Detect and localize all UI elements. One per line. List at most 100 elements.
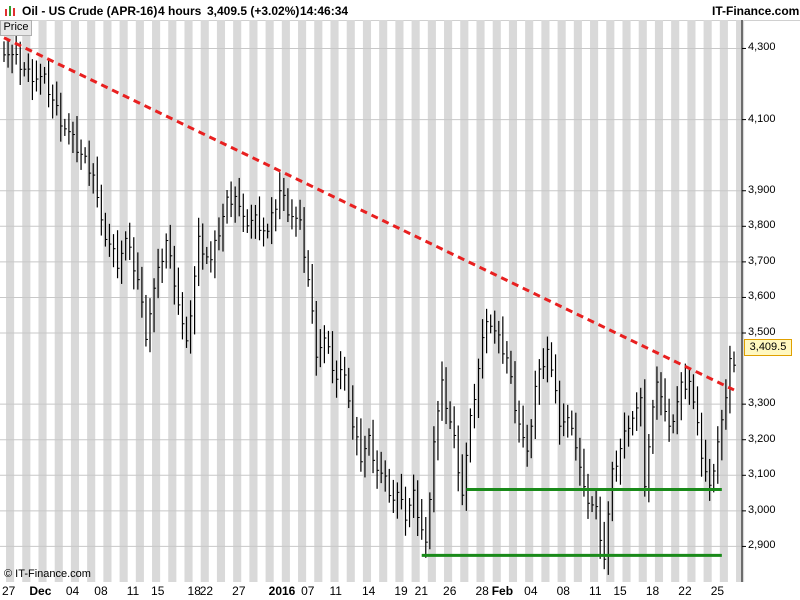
y-tick-label: 3,900: [748, 183, 776, 196]
day-band: [719, 20, 728, 582]
copyright: © IT-Finance.com: [4, 568, 91, 580]
x-tick-label: 22: [199, 584, 214, 598]
y-tick-label: 3,100: [748, 468, 776, 481]
x-tick-label: Dec: [29, 584, 52, 598]
day-band: [54, 20, 63, 582]
day-band: [6, 20, 15, 582]
y-tick-label: 2,900: [748, 539, 776, 552]
price-bars: [3, 36, 736, 575]
day-band: [362, 20, 372, 582]
day-band: [87, 20, 96, 582]
day-band: [590, 20, 599, 582]
day-band: [265, 20, 274, 582]
x-tick-label: 04: [524, 584, 538, 598]
instrument-icon: [5, 6, 15, 16]
day-band: [736, 20, 745, 582]
x-tick-label: 11: [329, 584, 342, 598]
grid-lines: [0, 47, 746, 547]
day-band: [444, 20, 453, 582]
day-band: [70, 20, 80, 582]
day-band: [314, 20, 323, 582]
day-band: [330, 20, 339, 582]
day-band: [38, 20, 47, 582]
day-band: [233, 20, 242, 582]
x-tick-label: 18: [645, 584, 660, 598]
day-band: [654, 20, 664, 582]
day-band: [200, 20, 209, 582]
y-tick-label: 3,700: [748, 254, 776, 267]
y-tick-label: 3,500: [748, 326, 776, 338]
x-tick-label: 28: [475, 584, 489, 598]
day-band: [541, 20, 550, 582]
x-tick-label: 15: [151, 584, 165, 598]
y-tick-label: 4,300: [748, 41, 776, 54]
x-tick-label: 19: [394, 584, 408, 598]
x-tick-label: 04: [65, 584, 80, 598]
price-tab[interactable]: Price: [0, 20, 32, 36]
day-band: [703, 20, 712, 582]
x-tick-label: 25: [710, 584, 725, 598]
day-band: [573, 20, 582, 582]
day-bands: [6, 20, 745, 582]
day-band: [508, 20, 518, 582]
day-band: [476, 20, 485, 582]
x-axis: 27 Dec 04 08 11 15 18 22 27 2016 07 11 14 19 21 26 28 Feb…: [0, 582, 800, 600]
day-band: [298, 20, 307, 582]
day-band: [671, 20, 680, 582]
day-band: [460, 20, 469, 582]
day-band: [427, 20, 436, 582]
x-tick-label: 27: [2, 584, 16, 598]
y-tick-label: 3,600: [748, 290, 776, 303]
day-band: [525, 20, 534, 582]
day-band: [168, 20, 177, 582]
day-band: [103, 20, 112, 582]
x-tick-label: 2016: [268, 584, 296, 598]
resistance-trendline: [3, 36, 735, 392]
y-tick-label: 3,200: [748, 432, 776, 445]
x-tick-label: 07: [301, 584, 315, 598]
x-tick-label: 18: [187, 584, 201, 598]
trend-lines: [3, 36, 735, 557]
day-band: [152, 20, 161, 582]
day-band: [184, 20, 193, 582]
day-band: [249, 20, 258, 582]
y-tick-label: 3,000: [748, 503, 776, 516]
x-tick-label: 11: [589, 584, 602, 598]
x-tick-label: Feb: [491, 584, 514, 598]
y-tick-label: 4,100: [748, 112, 776, 125]
day-band: [22, 20, 31, 582]
day-band: [379, 20, 388, 582]
x-tick-label: 11: [126, 584, 140, 598]
price-chart[interactable]: [0, 20, 800, 582]
x-tick-label: 08: [94, 584, 108, 598]
instrument-title: Oil - US Crude (APR-16): [22, 4, 158, 18]
last-change: 3,409.5 (+3.02%): [207, 4, 300, 18]
day-band: [411, 20, 420, 582]
day-band: [638, 20, 647, 582]
x-tick-label: 08: [556, 584, 570, 598]
x-tick-label: 22: [678, 584, 692, 598]
x-tick-label: 14: [361, 584, 376, 598]
x-tick-label: 21: [414, 584, 429, 598]
day-band: [119, 20, 128, 582]
brand-label: IT-Finance.com: [712, 4, 800, 18]
day-band: [216, 20, 226, 582]
day-band: [622, 20, 631, 582]
y-tick-label: 3,300: [748, 397, 776, 410]
day-band: [557, 20, 566, 582]
day-band: [606, 20, 615, 582]
day-band: [492, 20, 501, 582]
time-label: 14:46:34: [300, 4, 349, 18]
x-tick-label: 26: [443, 584, 457, 598]
x-tick-label: 27: [232, 584, 246, 598]
chart-header: Oil - US Crude (APR-16) 4 hours 3,409.5 …: [0, 0, 800, 21]
x-tick-label: 15: [613, 584, 627, 598]
day-band: [135, 20, 144, 582]
interval-label: 4 hours: [158, 4, 202, 18]
day-band: [346, 20, 355, 582]
y-tick-label: 3,800: [748, 219, 776, 232]
day-band: [395, 20, 404, 582]
last-price-label: 3,409.5: [744, 339, 792, 356]
day-band: [281, 20, 290, 582]
day-band: [687, 20, 696, 582]
